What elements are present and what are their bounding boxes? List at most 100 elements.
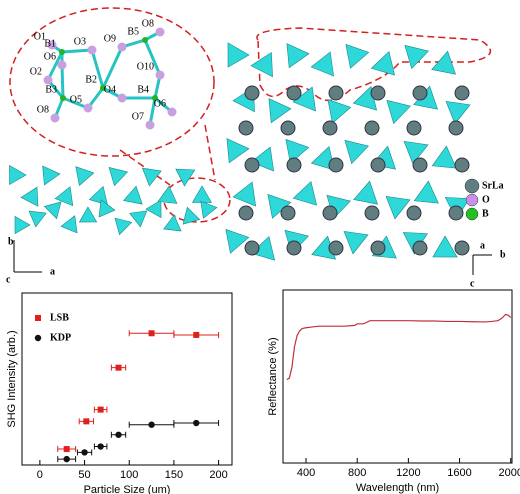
structure	[9, 27, 471, 261]
polyhedron	[345, 43, 370, 69]
atom-label: O6	[154, 98, 166, 109]
polyhedron	[432, 235, 458, 258]
point	[148, 330, 155, 337]
polyhedron	[310, 51, 335, 77]
polyhedron	[250, 52, 273, 78]
oxygen-atom	[167, 107, 177, 117]
srla-atom	[370, 157, 386, 173]
oxygen-atom	[155, 70, 165, 80]
point	[83, 418, 90, 425]
srla-atom	[370, 85, 386, 101]
srla-atom	[406, 205, 422, 221]
legend-marker	[34, 334, 42, 342]
polyhedron	[431, 145, 457, 169]
polyhedron	[250, 235, 276, 261]
srla-atom	[448, 120, 464, 136]
polyhedron	[286, 43, 310, 69]
point	[63, 455, 70, 463]
axis-letter: c	[6, 274, 11, 285]
polyhedron	[141, 167, 162, 187]
polyhedron	[225, 228, 250, 254]
boron-atom	[60, 95, 66, 101]
oxygen-atom	[117, 42, 127, 52]
srla-atom	[412, 240, 428, 256]
legend-label: O	[482, 194, 490, 205]
x-tick-label: 2000	[498, 467, 520, 479]
srla-atom	[364, 205, 380, 221]
x-tick-label: 100	[120, 469, 138, 481]
polyhedron	[285, 138, 310, 164]
bond	[143, 39, 162, 76]
axis-letter: b	[8, 236, 14, 247]
polyhedron	[175, 168, 196, 187]
oxygen-atom	[83, 103, 93, 113]
point	[148, 421, 155, 428]
polyhedron	[163, 214, 182, 232]
srla-atom	[448, 205, 464, 221]
atom-label: B3	[45, 84, 57, 95]
legend-label: KDP	[50, 332, 71, 343]
y-axis-label: Reflectance (%)	[267, 337, 279, 415]
polyhedron	[42, 165, 61, 186]
x-tick-label: 1600	[447, 467, 471, 479]
bond	[90, 49, 105, 89]
point	[115, 364, 122, 371]
polyhedron	[129, 210, 148, 228]
point	[193, 331, 200, 338]
legend-label: LSB	[50, 312, 69, 323]
srla-atom	[328, 240, 344, 256]
atom-label: O8	[142, 18, 154, 29]
atom-label: O2	[30, 66, 42, 77]
srla-atom	[328, 85, 344, 101]
atom-label: B4	[137, 84, 149, 95]
srla-atom	[244, 85, 260, 101]
polyhedron	[268, 98, 292, 124]
srla-atom	[454, 240, 470, 256]
polyhedron	[404, 44, 430, 70]
polyhedron	[386, 99, 412, 125]
point	[63, 446, 70, 453]
srla-atom	[454, 157, 470, 173]
polyhedron	[227, 42, 250, 68]
atom-label: B5	[127, 26, 139, 37]
boron-atom	[100, 85, 106, 91]
srla-atom	[244, 240, 260, 256]
atom-label: O8	[37, 104, 49, 115]
zoom-link	[119, 124, 216, 186]
point	[115, 431, 122, 438]
polyhedron	[182, 206, 201, 225]
polyhedron	[292, 86, 317, 112]
srla-atom	[412, 157, 428, 173]
polyhedron	[403, 140, 429, 165]
oxygen-atom	[57, 60, 67, 70]
srla-atom	[238, 205, 254, 221]
legend-atom	[464, 178, 480, 194]
oxygen-atom	[117, 93, 127, 103]
atom-label: O7	[132, 111, 144, 122]
srla-atom	[238, 120, 254, 136]
atom-label: O3	[74, 36, 86, 47]
legend-marker	[35, 315, 41, 321]
polyhedron	[108, 166, 129, 187]
polyhedron	[200, 200, 218, 219]
atom-label: B2	[85, 74, 97, 85]
boron-atom	[152, 95, 158, 101]
bond	[101, 46, 124, 89]
x-tick-label: 0	[37, 469, 43, 481]
polyhedron	[385, 195, 411, 220]
point	[97, 406, 104, 413]
x-tick-label: 400	[297, 467, 315, 479]
point	[193, 419, 200, 427]
x-axis-label: Wavelength (nm)	[356, 482, 439, 494]
srla-atom	[406, 120, 422, 136]
srla-atom	[244, 157, 260, 173]
polyhedron	[14, 215, 31, 235]
oxygen-atom	[155, 27, 165, 37]
polyhedron	[445, 100, 471, 125]
atom-label: O9	[104, 33, 116, 44]
boron-atom	[142, 37, 148, 43]
polyhedron	[123, 185, 143, 205]
atom-label: O4	[104, 84, 116, 95]
polyhedron	[88, 185, 108, 206]
polyhedron	[78, 206, 98, 223]
